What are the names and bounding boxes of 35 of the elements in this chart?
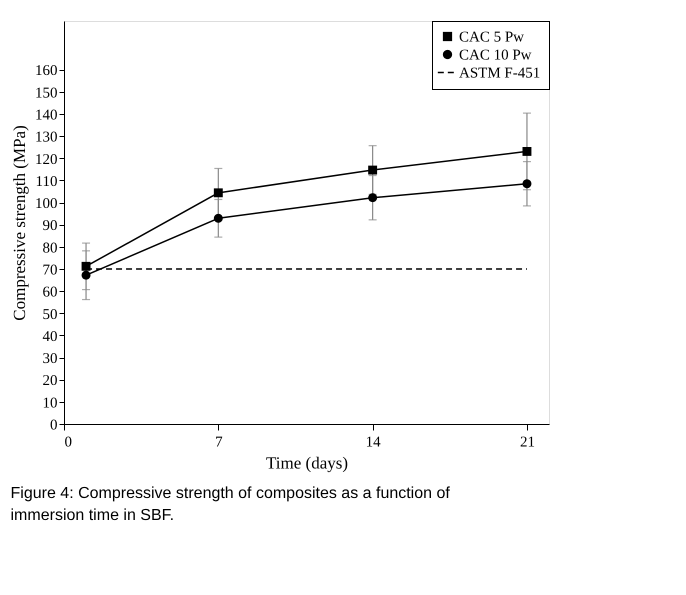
legend-label: CAC 10 Pw bbox=[459, 48, 532, 64]
y-tick-label: 160 bbox=[35, 63, 58, 80]
text: Figure 4: Compressive strength of composites as a function of immersion time in SBF. bbox=[10, 485, 450, 524]
y-axis-title: Compressive strength (MPa) bbox=[10, 125, 29, 321]
y-tick-label: 0 bbox=[50, 418, 58, 434]
y-tick-label: 100 bbox=[35, 196, 58, 212]
y-tick-label: 10 bbox=[42, 395, 58, 412]
y-tick-label: 140 bbox=[35, 108, 58, 124]
y-tick-label: 150 bbox=[35, 85, 58, 102]
x-tick-label: 0 bbox=[64, 434, 72, 450]
legend-label: CAC 5 Pw bbox=[459, 30, 524, 46]
x-tick-label: 7 bbox=[215, 434, 224, 450]
y-tick-label: 120 bbox=[35, 152, 58, 168]
y-tick-label: 50 bbox=[42, 306, 58, 323]
point bbox=[368, 166, 378, 174]
y-tick-label: 60 bbox=[42, 284, 58, 301]
y-tick-label: 70 bbox=[42, 262, 58, 278]
point bbox=[82, 270, 91, 280]
legend-label: ASTM F-451 bbox=[459, 66, 540, 82]
y-tick-label: 110 bbox=[36, 174, 58, 190]
point bbox=[214, 214, 223, 223]
y-tick-label: 130 bbox=[35, 130, 58, 146]
x-tick-label: 14 bbox=[366, 434, 382, 450]
x-axis-title: Time (days) bbox=[266, 454, 348, 472]
y-tick-label: 90 bbox=[42, 218, 58, 234]
y-tick-label: 20 bbox=[42, 373, 58, 390]
y-tick-label: 40 bbox=[42, 328, 58, 345]
y-tick-label: 80 bbox=[42, 240, 58, 256]
point bbox=[368, 193, 378, 202]
point bbox=[522, 179, 532, 188]
y-tick-label: 30 bbox=[42, 351, 58, 368]
point bbox=[82, 262, 91, 271]
point bbox=[214, 188, 223, 198]
x-tick-label: 21 bbox=[520, 434, 535, 450]
point bbox=[522, 146, 532, 156]
